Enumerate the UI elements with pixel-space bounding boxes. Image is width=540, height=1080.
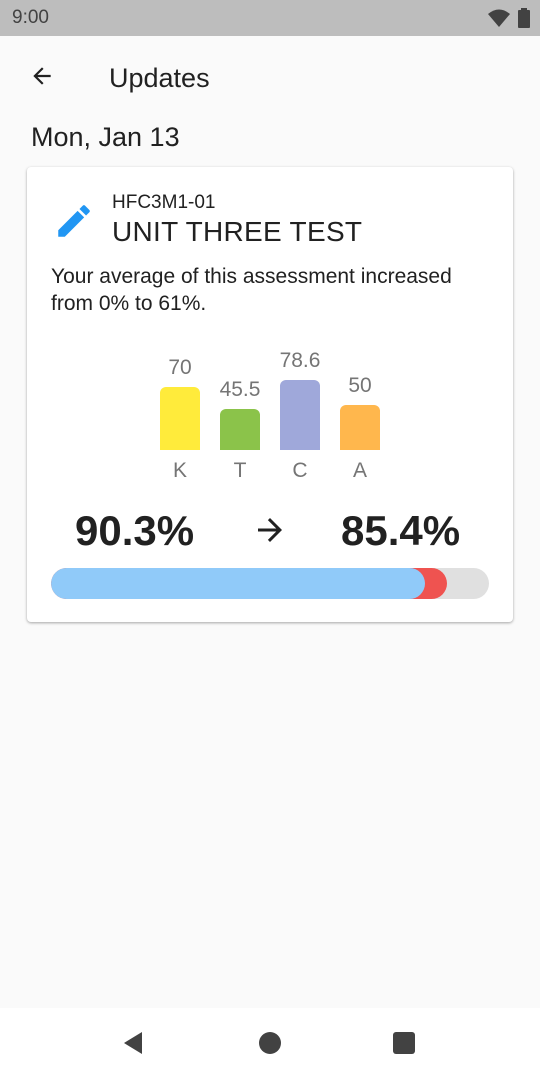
nav-home-icon bbox=[258, 1031, 282, 1060]
before-percent: 90.3% bbox=[75, 507, 194, 555]
nav-back-button[interactable] bbox=[118, 1030, 148, 1060]
wifi-icon bbox=[488, 9, 510, 32]
category-bar-chart: 70 K 45.5 T 78.6 C 50 A bbox=[27, 337, 513, 487]
arrow-back-icon bbox=[29, 63, 55, 94]
bar-category-label: C bbox=[280, 459, 320, 483]
nav-back-icon bbox=[120, 1030, 146, 1061]
pencil-icon bbox=[53, 200, 95, 242]
update-card[interactable]: HFC3M1-01 UNIT THREE TEST Your average o… bbox=[27, 167, 513, 622]
course-code: HFC3M1-01 bbox=[112, 192, 215, 214]
bar-category-label: T bbox=[220, 459, 260, 483]
bar-value-label: 50 bbox=[325, 374, 395, 398]
back-button[interactable] bbox=[22, 58, 62, 98]
nav-recents-icon bbox=[392, 1031, 416, 1060]
nav-home-button[interactable] bbox=[255, 1030, 285, 1060]
progress-current bbox=[51, 568, 425, 599]
bar-t bbox=[220, 409, 260, 450]
page-title: Updates bbox=[109, 63, 210, 94]
app-bar: Updates bbox=[0, 36, 540, 120]
bar-c bbox=[280, 380, 320, 450]
average-progress-bar bbox=[51, 568, 489, 599]
arrow-forward-icon bbox=[252, 512, 288, 548]
bar-value-label: 78.6 bbox=[265, 349, 335, 373]
nav-recents-button[interactable] bbox=[389, 1030, 419, 1060]
date-heading: Mon, Jan 13 bbox=[31, 122, 180, 153]
assessment-title: UNIT THREE TEST bbox=[112, 216, 362, 248]
system-nav-bar bbox=[0, 1008, 540, 1080]
bar-value-label: 45.5 bbox=[205, 378, 275, 402]
status-time: 9:00 bbox=[12, 7, 49, 29]
bar-a bbox=[340, 405, 380, 450]
bar-k bbox=[160, 387, 200, 450]
update-message: Your average of this assessment increase… bbox=[51, 263, 491, 317]
after-percent: 85.4% bbox=[341, 507, 460, 555]
bar-category-label: K bbox=[160, 459, 200, 483]
battery-icon bbox=[518, 8, 530, 33]
bar-value-label: 70 bbox=[145, 356, 215, 380]
status-bar: 9:00 bbox=[0, 0, 540, 36]
bar-category-label: A bbox=[340, 459, 380, 483]
